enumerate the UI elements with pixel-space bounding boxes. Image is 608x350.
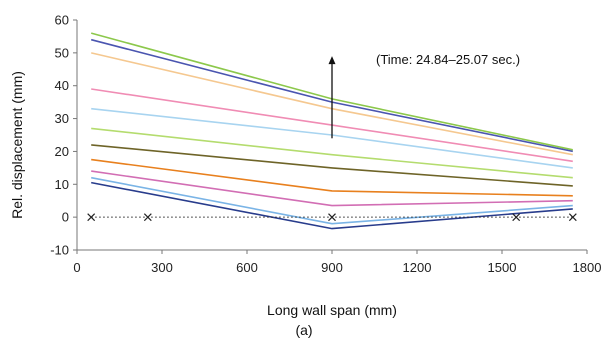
x-marker-stroke: [87, 213, 96, 222]
x-axis-ticks: 0 300 600 900 1200 1500 1800: [73, 250, 601, 275]
y-axis-label: Rel. displacement (mm): [9, 71, 25, 219]
x-tick-label: 0: [73, 260, 80, 275]
x-marker-stroke: [328, 213, 336, 222]
plot-area: 0 300 600 900 1200 1500 1800 -10 0 10 20 30 40 50 60: [50, 13, 601, 276]
figure-caption: (a): [295, 322, 312, 338]
x-marker-stroke: [143, 213, 152, 222]
series-line-10: [91, 176, 573, 225]
zero-reference-line: [87, 213, 577, 222]
x-tick-label: 300: [151, 260, 173, 275]
x-tick-label: 600: [236, 260, 258, 275]
x-tick-label: 1200: [403, 260, 432, 275]
time-annotation: (Time: 24.84–25.07 sec.): [376, 52, 520, 67]
series-line-9: [91, 170, 573, 207]
x-marker-stroke: [512, 213, 521, 222]
series-line-8: [91, 158, 573, 197]
y-tick-label: 30: [55, 111, 69, 126]
x-marker: [143, 213, 152, 222]
arrow-head: [328, 56, 336, 65]
y-tick-label: 20: [55, 144, 69, 159]
y-axis-ticks: -10 0 10 20 30 40 50 60: [50, 13, 77, 258]
x-tick-label: 900: [321, 260, 343, 275]
y-tick-label: 40: [55, 78, 69, 93]
y-tick-label: -10: [50, 243, 69, 258]
x-marker: [328, 213, 336, 222]
y-tick-label: 50: [55, 45, 69, 60]
x-marker: [87, 213, 96, 222]
time-arrow: [328, 56, 336, 139]
x-marker-stroke: [568, 213, 577, 222]
x-tick-label: 1800: [573, 260, 602, 275]
series-line-6: [91, 127, 573, 179]
x-marker: [568, 213, 577, 222]
series-line-11: [91, 181, 573, 230]
x-tick-label: 1500: [488, 260, 517, 275]
series-line-7: [91, 144, 573, 187]
y-tick-label: 60: [55, 13, 69, 28]
x-marker: [512, 213, 521, 222]
x-axis-label: Long wall span (mm): [267, 302, 397, 318]
y-tick-label: 10: [55, 177, 69, 192]
y-tick-label: 0: [62, 210, 69, 225]
